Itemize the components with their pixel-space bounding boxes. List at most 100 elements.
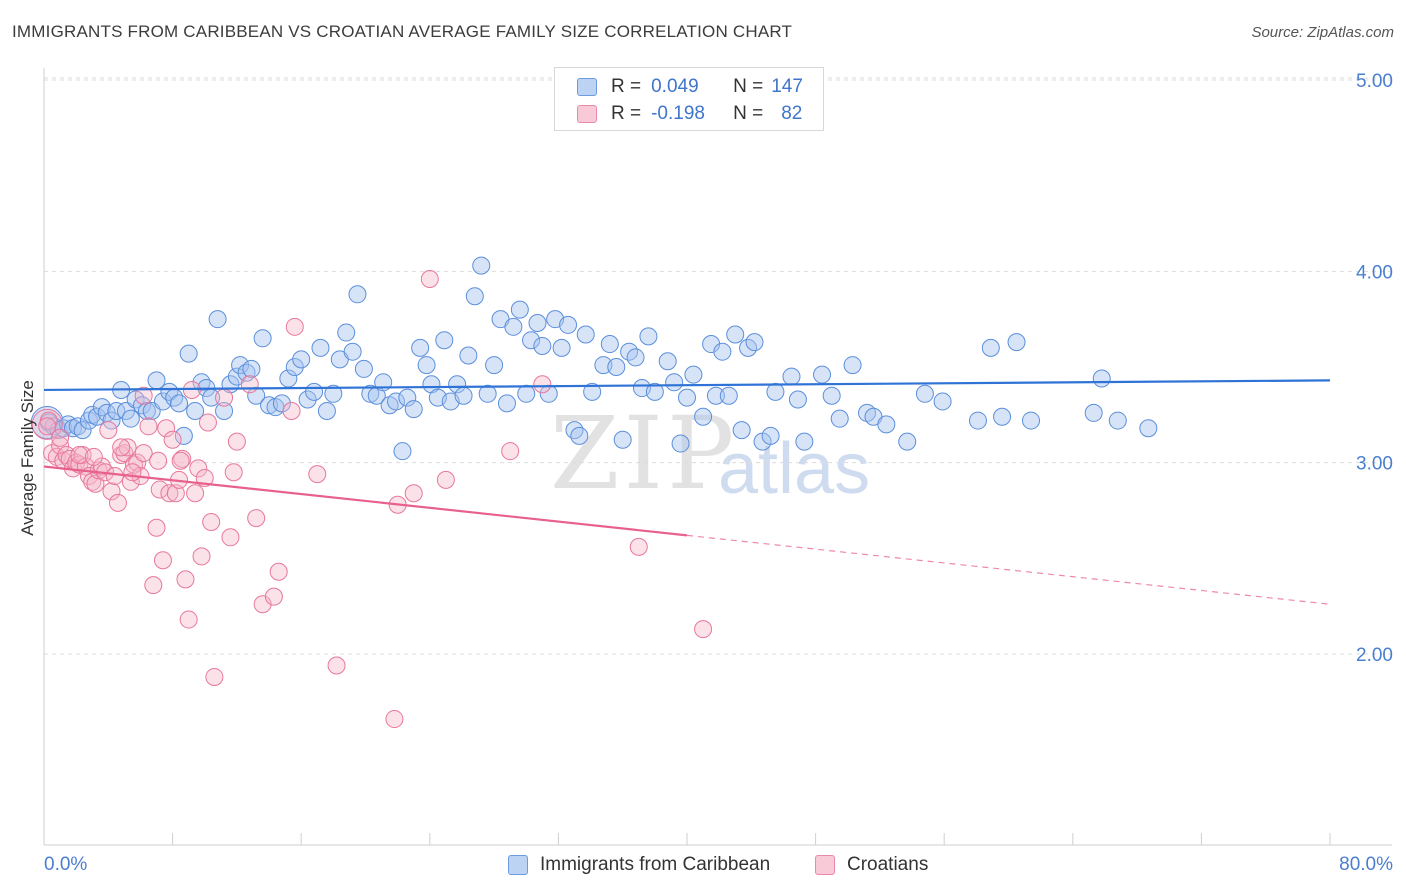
data-point-caribbean — [665, 373, 684, 392]
bottom-legend-label-caribbean: Immigrants from Caribbean — [540, 854, 771, 875]
y-axis-title: Average Family Size — [18, 380, 37, 536]
data-point-caribbean — [393, 442, 412, 461]
data-point-croatians — [282, 402, 301, 421]
data-point-caribbean — [317, 402, 336, 421]
data-point-caribbean — [761, 426, 780, 445]
trend-lines — [43, 379, 1331, 605]
data-point-caribbean — [324, 384, 343, 403]
y-tick-label: 4.00 — [1356, 262, 1393, 283]
data-point-caribbean — [626, 348, 645, 367]
data-point-caribbean — [485, 356, 504, 375]
data-point-caribbean — [459, 346, 478, 365]
data-point-croatians — [192, 547, 211, 566]
data-point-caribbean — [133, 396, 152, 415]
data-point-caribbean — [292, 350, 311, 369]
data-point-croatians — [189, 459, 208, 478]
data-point-caribbean — [298, 390, 317, 409]
data-point-croatians — [205, 667, 224, 686]
x-tick-label: 0.0% — [44, 854, 87, 875]
data-point-croatians — [247, 509, 266, 528]
data-point-caribbean — [684, 365, 703, 384]
data-point-croatians — [112, 446, 131, 465]
data-point-croatians — [198, 413, 217, 432]
data-point-caribbean — [877, 415, 896, 434]
data-point-caribbean — [565, 421, 584, 440]
data-point-caribbean — [671, 434, 690, 453]
legend-n-value: 82 — [781, 103, 803, 124]
legend-n-label: N = — [733, 76, 764, 97]
data-point-caribbean — [231, 356, 250, 375]
data-point-caribbean — [435, 331, 454, 350]
data-point-caribbean — [247, 386, 266, 405]
data-point-croatians — [221, 528, 240, 547]
data-point-caribbean — [343, 342, 362, 361]
axes — [43, 68, 1392, 846]
data-point-croatians — [186, 484, 205, 503]
data-point-caribbean — [510, 300, 529, 319]
data-point-caribbean — [570, 426, 589, 445]
data-point-croatians — [51, 436, 70, 455]
data-point-caribbean — [192, 373, 211, 392]
data-point-caribbean — [137, 402, 156, 421]
legend-swatch-pink — [577, 105, 597, 123]
data-point-caribbean — [694, 407, 713, 426]
data-point-croatians — [38, 417, 57, 436]
data-point-caribbean — [272, 394, 291, 413]
data-point-croatians — [115, 444, 134, 463]
bottom-legend-caribbean: Immigrants from Caribbean — [508, 852, 770, 878]
data-point-caribbean — [448, 375, 467, 394]
data-point-caribbean — [92, 398, 111, 417]
data-point-croatians — [694, 620, 713, 639]
trend-line-caribbean — [43, 379, 1331, 392]
data-point-caribbean — [795, 432, 814, 451]
chart-title: IMMIGRANTS FROM CARIBBEAN VS CROATIAN AV… — [12, 22, 793, 41]
data-point-caribbean — [713, 342, 732, 361]
data-point-croatians — [629, 537, 648, 556]
data-point-croatians — [269, 562, 288, 581]
data-point-croatians — [144, 576, 163, 595]
data-point-caribbean — [179, 344, 198, 363]
data-point-caribbean — [822, 386, 841, 405]
data-point-croatians — [105, 467, 124, 486]
data-point-croatians — [166, 484, 185, 503]
legend-row-croatians: R = -0.198 N = 82 — [577, 102, 802, 126]
data-point-caribbean — [552, 338, 571, 357]
data-point-caribbean — [387, 392, 406, 411]
data-point-caribbean — [478, 384, 497, 403]
data-point-caribbean — [186, 402, 205, 421]
data-point-croatians — [121, 472, 140, 491]
y-tick-label: 3.00 — [1356, 454, 1393, 475]
data-point-croatians — [153, 551, 172, 570]
legend-r-label: R = — [611, 76, 642, 97]
data-point-caribbean — [533, 336, 552, 355]
data-point-caribbean — [522, 331, 541, 350]
data-point-caribbean — [170, 394, 189, 413]
data-point-caribbean — [968, 411, 987, 430]
data-point-croatians — [202, 512, 221, 531]
data-point-croatians — [163, 430, 182, 449]
x-tick-label: 80.0% — [1339, 854, 1393, 875]
data-point-caribbean — [898, 432, 917, 451]
data-point-caribbean — [160, 382, 179, 401]
data-point-caribbean — [311, 338, 330, 357]
data-point-caribbean — [1139, 419, 1158, 438]
data-point-caribbean — [1022, 411, 1041, 430]
data-point-caribbean — [1007, 333, 1026, 352]
data-point-croatians — [99, 421, 118, 440]
data-point-caribbean — [472, 256, 491, 275]
data-point-croatians — [134, 386, 153, 405]
data-point-caribbean — [745, 333, 764, 352]
data-point-caribbean — [915, 384, 934, 403]
data-point-caribbean — [613, 430, 632, 449]
data-point-caribbean — [528, 313, 547, 332]
data-point-caribbean — [788, 390, 807, 409]
data-point-caribbean — [73, 421, 92, 440]
data-point-caribbean — [658, 352, 677, 371]
data-point-croatians — [224, 463, 243, 482]
y-tick-label: 2.00 — [1356, 645, 1393, 666]
legend: R = 0.049 N = 147 R = -0.198 N = 82 — [554, 67, 824, 131]
legend-r-label: R = — [611, 103, 642, 124]
data-point-caribbean — [645, 382, 664, 401]
data-point-croatians — [385, 710, 404, 729]
data-point-caribbean — [417, 356, 436, 375]
